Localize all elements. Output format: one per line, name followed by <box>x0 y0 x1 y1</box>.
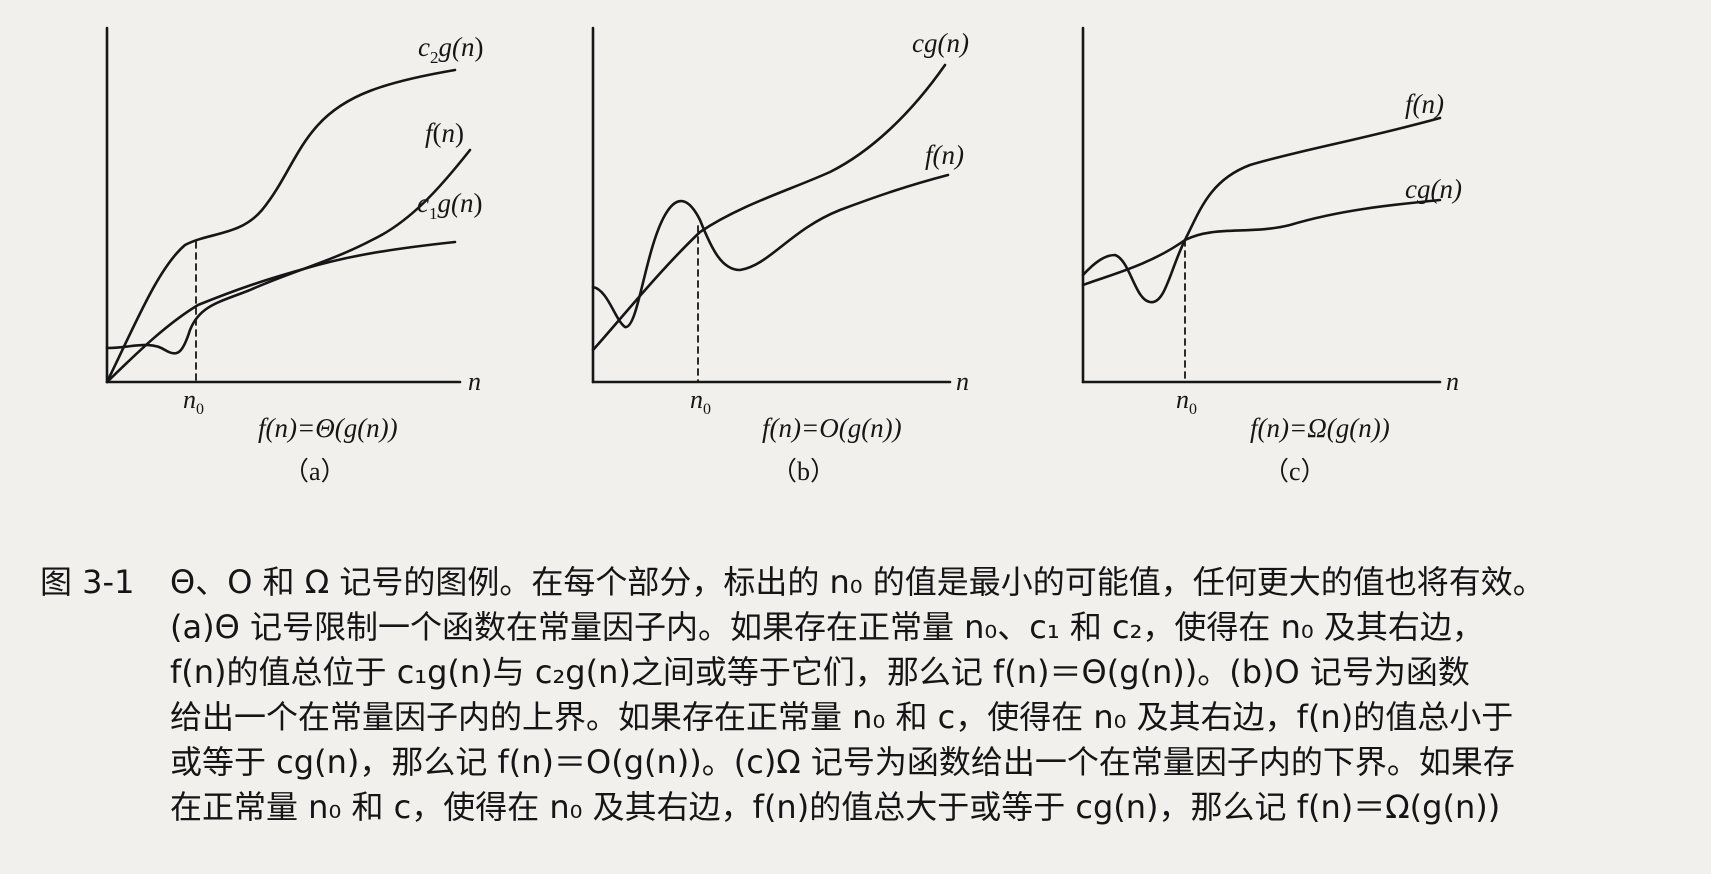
caption-line-2: (a)Θ 记号限制一个函数在常量因子内。如果存在正常量 n₀、c₁ 和 c₂，使… <box>170 608 1484 646</box>
panel-a-upper-label: c2g(n) <box>418 32 483 67</box>
panel-b-f-curve <box>591 173 950 329</box>
panel-b-upper-bound-curve <box>591 63 947 352</box>
panel-a-formula: f(n)=Θ(g(n)) <box>258 413 398 443</box>
panel-c-lower-bound-curve <box>1081 198 1442 287</box>
panel-a-lower-label: c1g(n) <box>417 188 482 223</box>
panel-a-f-curve <box>105 148 472 355</box>
panel-a-upper-bound-curve <box>105 68 457 384</box>
panel-a-x-axis-label: n <box>468 367 481 396</box>
panel-c-f-curve <box>1081 116 1442 304</box>
panel-c-n0-label: n0 <box>1176 385 1197 418</box>
panel-c-lower-label: cg(n) <box>1405 174 1462 204</box>
caption-figure-number: 图 3-1 <box>40 563 135 601</box>
panel-b-graph <box>591 26 952 384</box>
panel-c-f-label: f(n) <box>1405 89 1444 119</box>
panel-a-f-label: f(n) <box>425 118 464 148</box>
panel-b-upper-label: cg(n) <box>912 28 969 58</box>
caption-line-5: 或等于 cg(n)，那么记 f(n)＝O(g(n))。(c)Ω 记号为函数给出一… <box>170 743 1515 781</box>
panel-b-n0-label: n0 <box>690 385 711 418</box>
panel-c-graph <box>1081 26 1442 384</box>
panel-a-n0-label: n0 <box>183 385 204 418</box>
panel-a-caption-label: （a） <box>283 457 347 486</box>
panel-c-formula: f(n)=Ω(g(n)) <box>1250 413 1390 443</box>
panel-c-x-axis-label: n <box>1446 367 1459 396</box>
panel-b-formula: f(n)=O(g(n)) <box>762 413 902 443</box>
caption-line-3: f(n)的值总位于 c₁g(n)与 c₂g(n)之间或等于它们，那么记 f(n)… <box>170 653 1470 691</box>
panel-b-x-axis-label: n <box>956 367 969 396</box>
asymptotic-notation-figure: c2g(n) f(n) c1g(n) n n0 f(n)=Θ(g(n)) （a）… <box>105 26 1462 486</box>
panel-b-caption-label: （b） <box>771 457 836 486</box>
panel-c-caption-label: （c） <box>1263 457 1327 486</box>
panel-a-graph <box>105 26 472 384</box>
panel-b-f-label: f(n) <box>925 140 964 170</box>
caption-line-1: Θ、O 和 Ω 记号的图例。在每个部分，标出的 n₀ 的值是最小的可能值，任何更… <box>170 563 1545 601</box>
caption-line-4: 给出一个在常量因子内的上界。如果存在正常量 n₀ 和 c，使得在 n₀ 及其右边… <box>170 698 1514 736</box>
caption-line-6: 在正常量 n₀ 和 c，使得在 n₀ 及其右边，f(n)的值总大于或等于 cg(… <box>170 788 1501 826</box>
panel-a-lower-bound-curve <box>105 240 457 384</box>
